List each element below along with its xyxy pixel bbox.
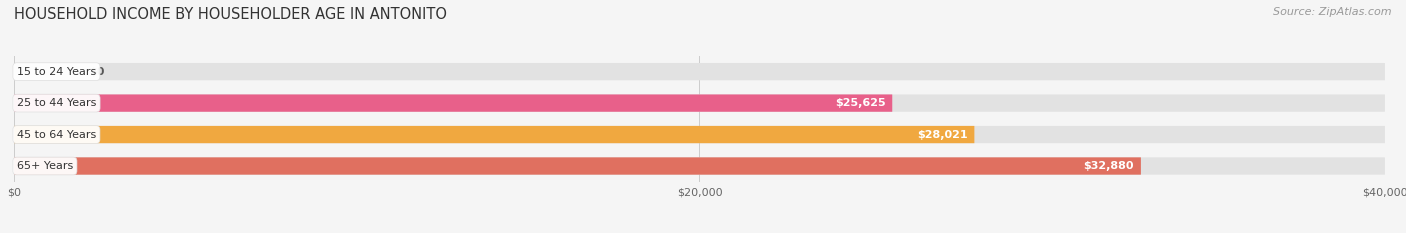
Text: 25 to 44 Years: 25 to 44 Years (17, 98, 96, 108)
Text: $28,021: $28,021 (917, 130, 967, 140)
Text: $25,625: $25,625 (835, 98, 886, 108)
FancyBboxPatch shape (14, 94, 893, 112)
FancyBboxPatch shape (14, 126, 1385, 143)
Text: 15 to 24 Years: 15 to 24 Years (17, 67, 96, 77)
Text: $32,880: $32,880 (1084, 161, 1135, 171)
Text: Source: ZipAtlas.com: Source: ZipAtlas.com (1274, 7, 1392, 17)
FancyBboxPatch shape (14, 157, 1385, 175)
Text: HOUSEHOLD INCOME BY HOUSEHOLDER AGE IN ANTONITO: HOUSEHOLD INCOME BY HOUSEHOLDER AGE IN A… (14, 7, 447, 22)
FancyBboxPatch shape (14, 126, 974, 143)
FancyBboxPatch shape (14, 157, 1140, 175)
FancyBboxPatch shape (14, 94, 1385, 112)
Text: 65+ Years: 65+ Years (17, 161, 73, 171)
Text: $0: $0 (90, 67, 105, 77)
Text: 45 to 64 Years: 45 to 64 Years (17, 130, 96, 140)
FancyBboxPatch shape (14, 63, 1385, 80)
